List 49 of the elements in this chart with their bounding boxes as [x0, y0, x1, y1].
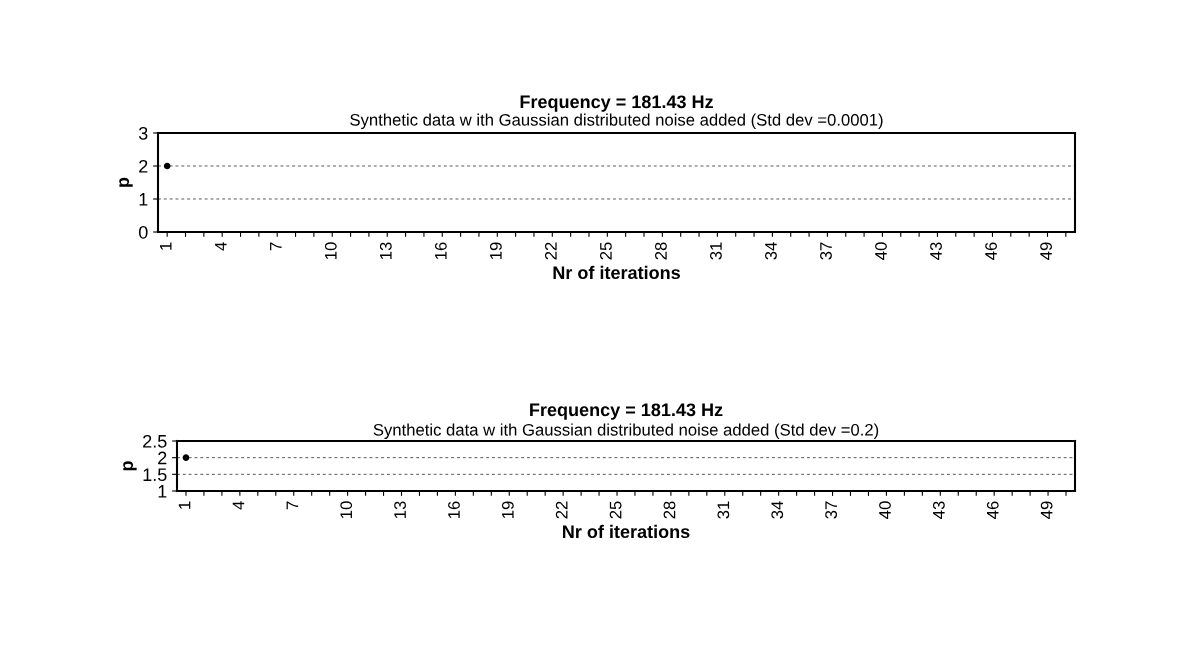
- x-tick-label: 22: [555, 501, 568, 519]
- y-tick-label: 1: [139, 193, 148, 206]
- x-tick-label: 7: [270, 242, 282, 251]
- x-tick-label: 28: [663, 501, 676, 519]
- x-tick-label: 37: [825, 501, 838, 519]
- x-tick-label: 19: [489, 242, 502, 259]
- x-tick-label: 34: [771, 501, 784, 519]
- x-tick-label: 10: [324, 242, 337, 259]
- x-tick-label: 25: [609, 501, 622, 519]
- x-tick-label: 10: [340, 501, 353, 518]
- x-tick-label: 1: [178, 501, 191, 509]
- x-tick-label: 31: [710, 242, 722, 260]
- x-tick-label: 49: [1040, 242, 1052, 260]
- chart-title: Frequency = 181.43 Hz: [520, 95, 713, 112]
- y-tick-label: 1.5: [143, 468, 167, 482]
- y-tick-label: 2.5: [143, 434, 167, 448]
- x-tick-label: 16: [434, 242, 447, 259]
- x-tick-label: 7: [286, 501, 299, 510]
- x-axis-title: Nr of iterations: [553, 265, 680, 280]
- y-axis-title: p: [119, 177, 133, 187]
- y-tick-label: 0: [138, 225, 148, 239]
- x-tick-label: 40: [875, 242, 887, 260]
- x-tick-label: 34: [765, 242, 777, 260]
- x-tick-label: 19: [501, 501, 514, 518]
- y-tick-label: 3: [138, 126, 148, 140]
- x-tick-label: 4: [232, 501, 245, 510]
- x-tick-label: 16: [448, 501, 460, 518]
- x-tick-label: 46: [986, 501, 999, 519]
- x-tick-label: 37: [820, 242, 832, 260]
- x-tick-label: 40: [879, 501, 891, 519]
- y-tick-label: 1: [158, 485, 167, 498]
- x-tick-label: 28: [655, 242, 667, 260]
- chart-subtitle: Synthetic data w ith Gaussian distributed noise added (Std dev =0.2): [373, 423, 879, 439]
- x-tick-label: 4: [215, 242, 227, 251]
- x-tick-label: 22: [544, 242, 557, 260]
- x-tick-label: 25: [600, 242, 612, 260]
- y-axis-title: p: [123, 461, 137, 471]
- x-tick-label: 43: [932, 501, 945, 519]
- y-tick-label: 2: [158, 451, 167, 465]
- x-tick-label: 43: [930, 242, 942, 260]
- x-axis-title: Nr of iterations: [563, 524, 690, 539]
- x-tick-label: 49: [1040, 501, 1053, 519]
- x-tick-label: 31: [717, 501, 730, 519]
- y-tick-label: 2: [139, 159, 148, 173]
- x-tick-label: 13: [394, 501, 406, 518]
- x-tick-label: 13: [379, 242, 392, 259]
- chart-title: Frequency = 181.43 Hz: [530, 403, 723, 420]
- x-tick-label: 46: [985, 242, 997, 260]
- chart-subtitle: Synthetic data w ith Gaussian distributed noise added (Std dev =0.0001): [350, 113, 883, 130]
